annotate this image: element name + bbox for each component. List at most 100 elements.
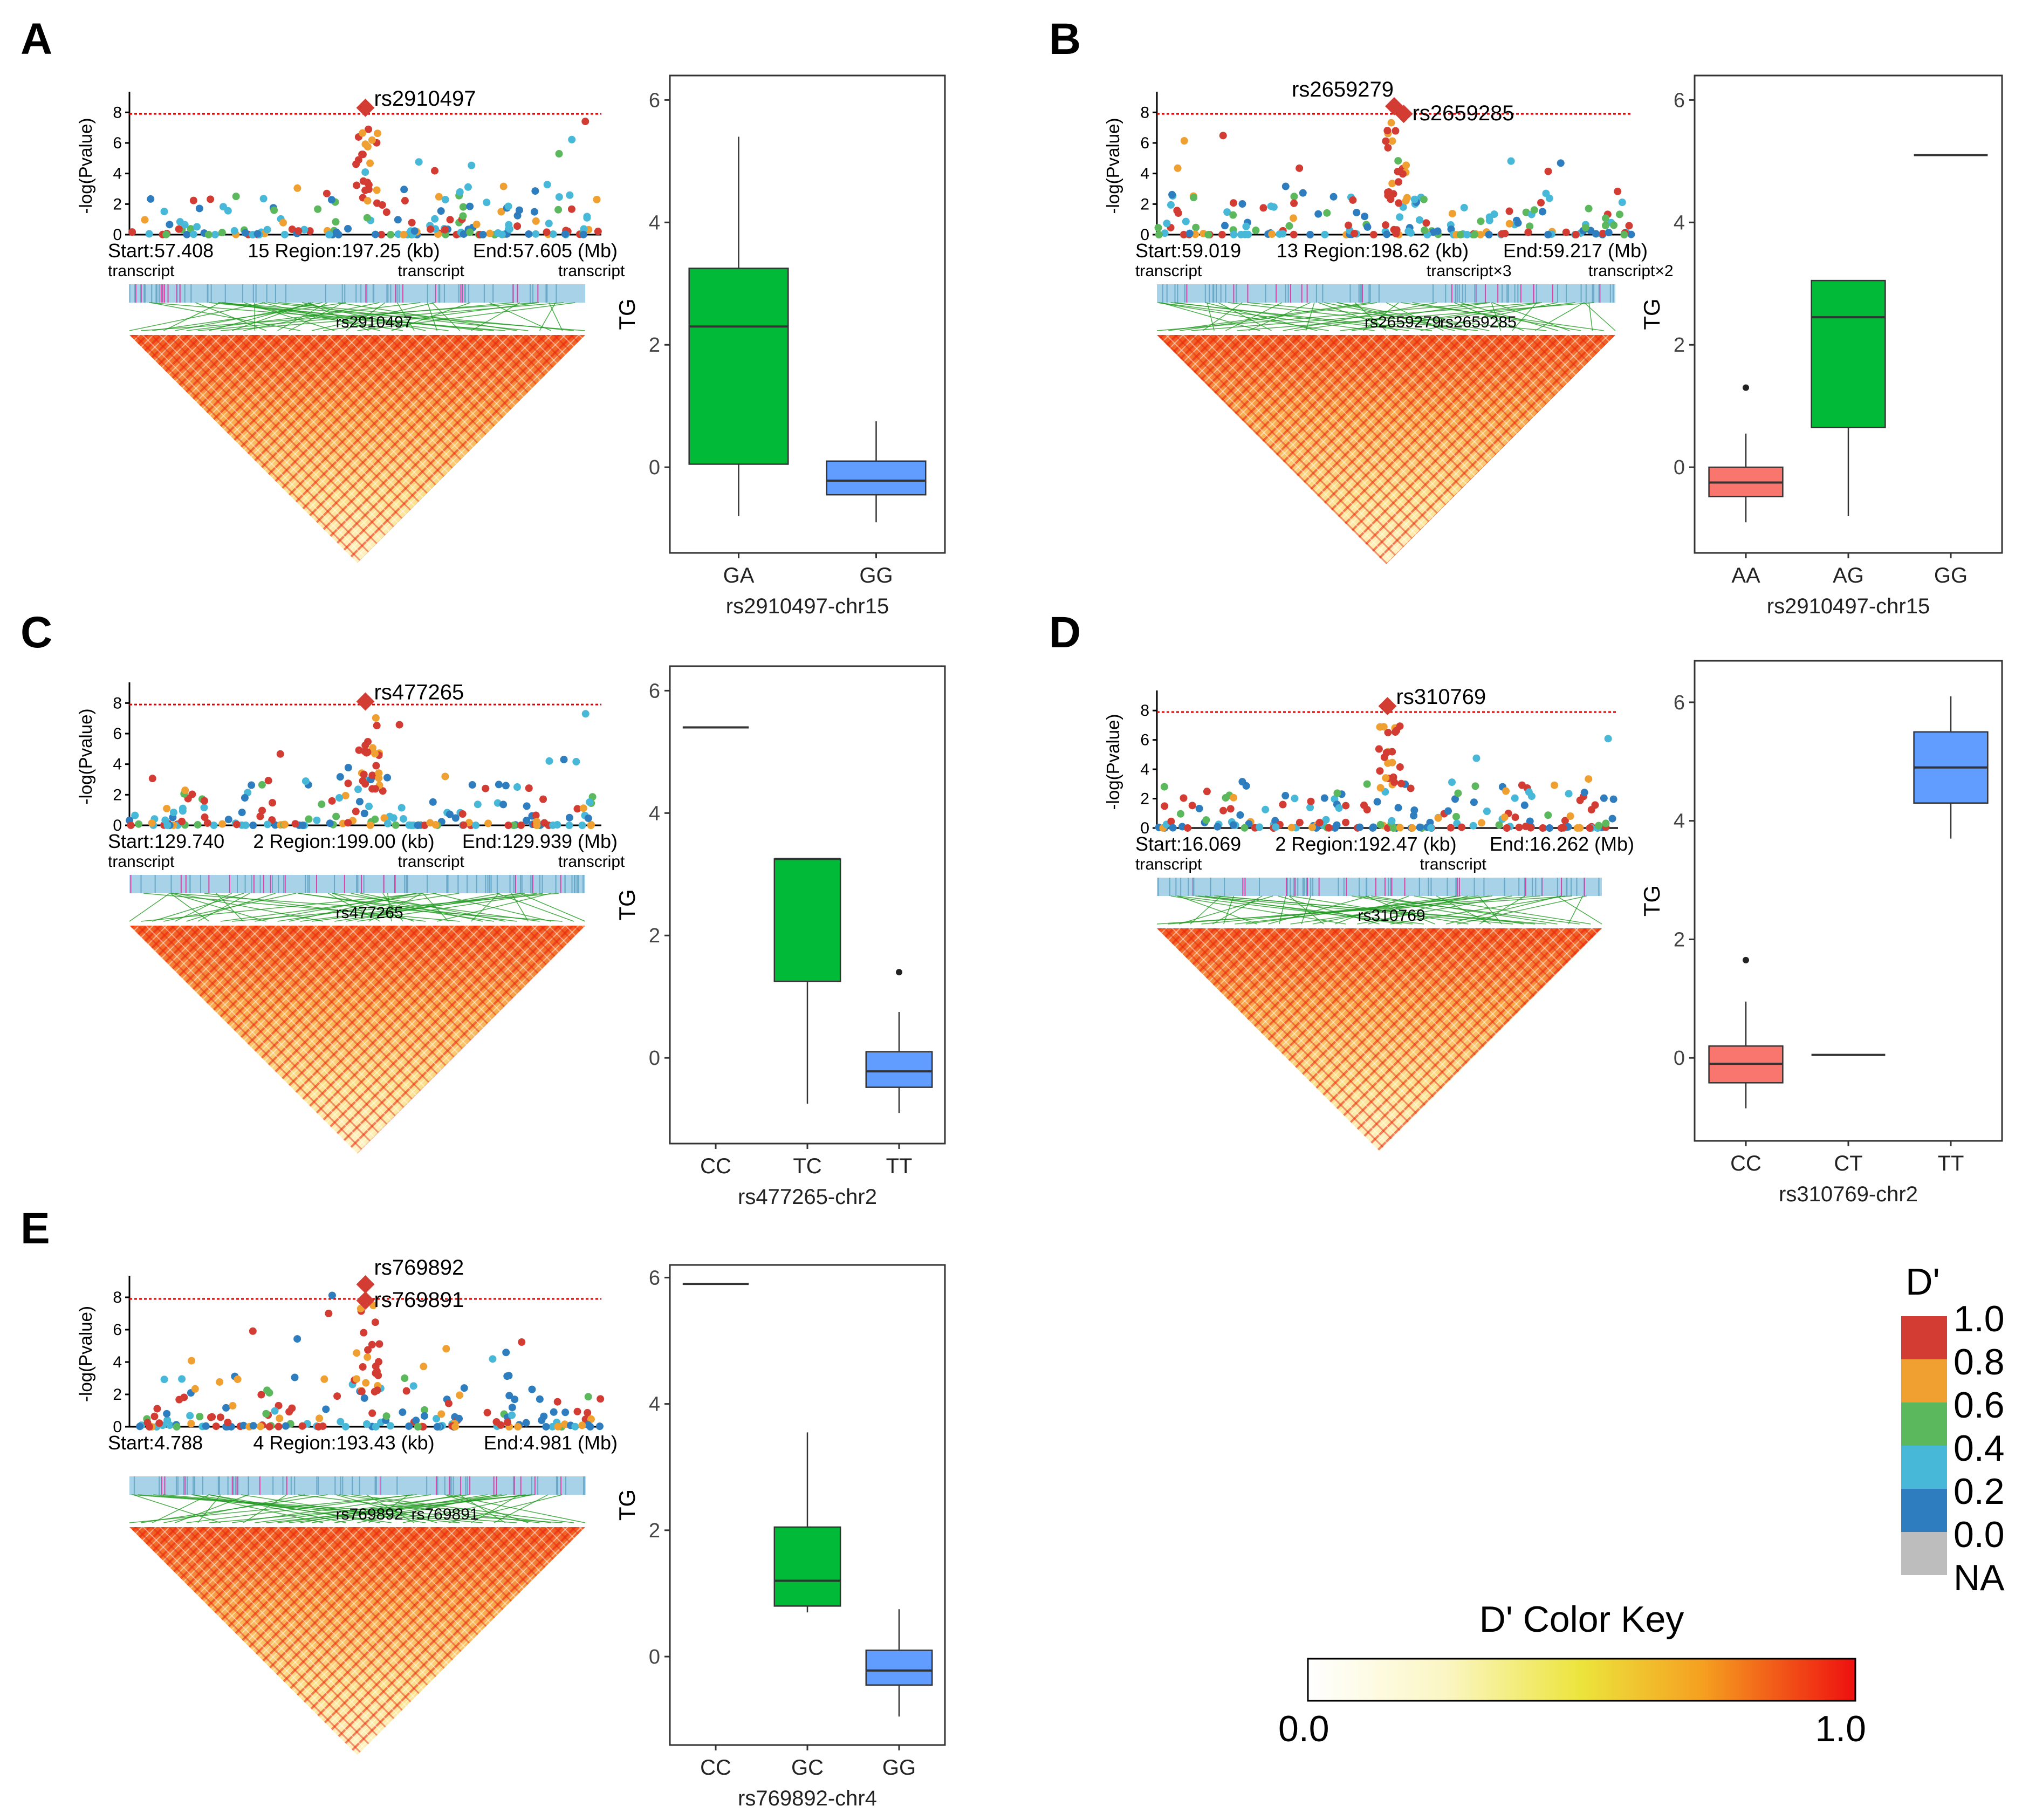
snp-point	[532, 230, 540, 238]
snp-point	[1448, 210, 1456, 218]
snp-point	[1434, 227, 1442, 235]
manhattan-y-tick-label: 4	[113, 1353, 122, 1371]
snp-point	[1557, 159, 1565, 167]
snp-point	[322, 1405, 330, 1413]
snp-point	[216, 1378, 224, 1386]
snp-point	[508, 1404, 516, 1412]
snp-point	[314, 1422, 323, 1431]
boxplot-y-tick-label: 0	[649, 1646, 660, 1668]
snp-point	[1614, 187, 1622, 195]
snp-point	[300, 225, 309, 234]
snp-point	[1422, 219, 1430, 227]
snp-point	[1526, 817, 1534, 825]
snp-point	[1396, 763, 1404, 771]
boxplot-y-tick-label: 0	[649, 1047, 660, 1070]
ld-heatmap-texture	[129, 335, 585, 563]
snp-point	[1308, 823, 1317, 831]
snp-point	[181, 786, 189, 795]
snp-point	[279, 218, 287, 227]
snp-point	[1527, 824, 1535, 832]
snp-point	[355, 746, 363, 754]
snp-point	[169, 809, 177, 817]
panel-label: A	[20, 15, 52, 64]
snp-point	[420, 1363, 428, 1371]
panel-A: A 0 2 4 6 8 -log(Pvalue) rs2910497 Start:57.408 1…	[20, 15, 946, 618]
color-key: D' Color Key 0.0 1.0	[1278, 1599, 1866, 1749]
snp-point	[1373, 798, 1381, 806]
box-CT: CT	[1811, 1053, 1886, 1175]
snp-point	[373, 1386, 381, 1394]
ld-link-line	[170, 893, 210, 922]
lead-snp-marker	[356, 98, 375, 117]
gene-label: transcript	[108, 853, 175, 871]
ld-snp-label: rs477265	[336, 904, 403, 922]
snp-point	[1620, 230, 1628, 238]
snp-point	[538, 1417, 546, 1425]
ld-link-line	[311, 302, 435, 331]
snp-point	[1396, 824, 1404, 832]
snp-point	[175, 1395, 183, 1404]
snp-point	[513, 211, 522, 220]
snp-point	[561, 230, 569, 238]
ld-link-line	[231, 302, 311, 331]
lead-snp-marker	[356, 1275, 375, 1294]
snp-point	[1333, 821, 1341, 829]
manhattan-y-tick-label: 4	[1140, 761, 1149, 778]
panel-D: D 0 2 4 6 8 -log(Pvalue) rs310769 Start:16.069 2 …	[1049, 608, 2003, 1206]
ld-link-line	[1294, 302, 1490, 331]
manhattan-y-tick-label: 0	[1140, 226, 1149, 244]
ld-link-line	[1454, 302, 1524, 331]
snp-point	[431, 167, 439, 175]
snp-point	[1290, 193, 1298, 201]
snp-point	[1242, 222, 1250, 230]
snp-point	[1363, 223, 1372, 231]
snp-point	[1514, 219, 1522, 227]
snp-point	[1161, 802, 1169, 810]
snp-point	[1394, 157, 1402, 165]
snp-point	[542, 1422, 550, 1431]
snp-point	[306, 227, 314, 235]
ld-link-line	[1247, 302, 1547, 331]
manhattan-y-label: -log(Pvalue)	[1103, 714, 1123, 810]
color-key-max: 1.0	[1815, 1708, 1866, 1749]
box-GG: GG	[865, 1609, 933, 1780]
ld-link-line	[209, 302, 314, 331]
snp-point	[1268, 230, 1276, 238]
snp-point	[1618, 199, 1626, 207]
ld-link-line	[471, 302, 520, 331]
snp-point	[1458, 823, 1466, 831]
lead-snp-marker	[1378, 697, 1397, 716]
snp-point	[392, 821, 400, 829]
snp-point	[1356, 823, 1364, 831]
snp-point	[371, 785, 379, 793]
snp-point	[1500, 813, 1509, 822]
ld-link-line	[277, 1494, 502, 1523]
boxplot-x-label: rs2910497-chr15	[726, 594, 889, 618]
manhattan-y-tick-label: 2	[1140, 790, 1149, 808]
ld-heatmap-texture	[129, 1527, 585, 1755]
snp-point	[504, 1418, 512, 1426]
snp-point	[568, 135, 576, 143]
snp-point	[365, 125, 373, 133]
ld-link-line	[1556, 895, 1602, 925]
snp-point	[1329, 193, 1338, 201]
snp-point	[373, 1367, 381, 1376]
snp-point	[282, 1422, 290, 1430]
snp-point	[344, 779, 352, 788]
box-body	[865, 1650, 933, 1686]
snp-point	[386, 1422, 394, 1430]
ld-link-line	[433, 893, 551, 922]
snp-point	[263, 225, 271, 234]
snp-point	[1345, 221, 1353, 229]
snp-point	[409, 1382, 417, 1390]
ld-link-line	[129, 1494, 417, 1523]
snp-point	[344, 764, 352, 772]
snp-point	[196, 1413, 204, 1421]
snp-point	[1477, 819, 1485, 827]
snp-point	[202, 1422, 210, 1430]
ld-snp-label: rs2659279	[1365, 313, 1441, 331]
snp-point	[429, 798, 437, 806]
gene-label: transcript	[398, 262, 465, 280]
snp-point	[1353, 208, 1361, 216]
snp-point	[353, 181, 361, 189]
